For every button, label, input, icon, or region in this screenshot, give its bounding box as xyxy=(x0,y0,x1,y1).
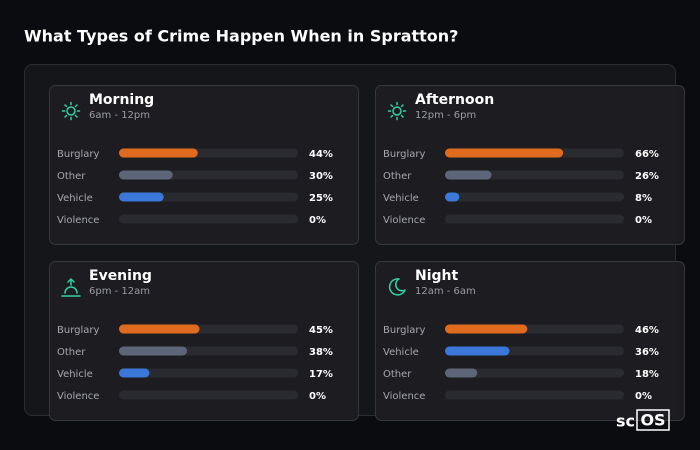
category-label: Violence xyxy=(383,391,425,402)
bar xyxy=(119,170,173,180)
icon-ray xyxy=(64,104,68,108)
value-label: 18% xyxy=(635,369,659,380)
category-label: Other xyxy=(57,347,86,358)
bar xyxy=(445,346,510,356)
bar xyxy=(119,324,200,334)
panel-bg xyxy=(375,85,685,245)
icon-sun xyxy=(392,106,402,116)
category-label: Violence xyxy=(57,391,99,402)
panel-title: Evening xyxy=(89,268,152,284)
value-label: 0% xyxy=(309,215,326,226)
value-label: 26% xyxy=(635,171,659,182)
bar xyxy=(445,192,460,202)
page-title: What Types of Crime Happen When in Sprat… xyxy=(24,27,458,46)
panel-bg xyxy=(49,85,359,245)
icon-ray xyxy=(390,114,394,118)
icon-ray xyxy=(390,104,394,108)
bar-track xyxy=(119,214,298,224)
panel-subtitle: 12am - 6am xyxy=(415,286,476,297)
value-label: 8% xyxy=(635,193,652,204)
category-label: Vehicle xyxy=(383,347,419,358)
bar-track xyxy=(445,214,624,224)
icon-ray xyxy=(400,104,404,108)
value-label: 30% xyxy=(309,171,333,182)
value-label: 45% xyxy=(309,325,333,336)
category-label: Other xyxy=(57,171,86,182)
bar xyxy=(119,148,198,158)
bar-track xyxy=(119,390,298,400)
icon-ray xyxy=(74,104,78,108)
icon-sun xyxy=(66,106,76,116)
bar-track xyxy=(445,192,624,202)
icon-ray xyxy=(400,114,404,118)
panel-subtitle: 6pm - 12am xyxy=(89,286,150,297)
bar xyxy=(119,192,164,202)
category-label: Burglary xyxy=(57,325,99,336)
panel: Evening 6pm - 12am Burglary 45% Other 38% Vehi… xyxy=(49,261,359,421)
bar xyxy=(119,346,188,356)
panel-title: Morning xyxy=(89,92,154,108)
category-label: Other xyxy=(383,369,412,380)
panel-bg xyxy=(49,261,359,421)
bar xyxy=(119,368,150,378)
category-label: Other xyxy=(383,171,412,182)
bar xyxy=(445,148,564,158)
value-label: 44% xyxy=(309,149,333,160)
panel: Night 12am - 6am Burglary 46% Vehicle 36% Othe… xyxy=(375,261,685,421)
value-label: 46% xyxy=(635,325,659,336)
category-label: Burglary xyxy=(383,149,425,160)
logo-box xyxy=(636,409,670,431)
logo: sc OS xyxy=(616,409,670,431)
value-label: 0% xyxy=(635,215,652,226)
category-label: Vehicle xyxy=(57,369,93,380)
panel-subtitle: 6am - 12pm xyxy=(89,110,150,121)
bar xyxy=(445,368,478,378)
panel-subtitle: 12pm - 6pm xyxy=(415,110,476,121)
icon-ray xyxy=(64,114,68,118)
category-label: Violence xyxy=(57,215,99,226)
bar xyxy=(445,170,492,180)
value-label: 38% xyxy=(309,347,333,358)
value-label: 0% xyxy=(635,391,652,402)
bar-track xyxy=(119,192,298,202)
bar-track xyxy=(445,390,624,400)
logo-boxed: OS xyxy=(640,411,665,430)
value-label: 36% xyxy=(635,347,659,358)
value-label: 66% xyxy=(635,149,659,160)
panel-bg xyxy=(375,261,685,421)
bar xyxy=(445,324,528,334)
bar-track xyxy=(445,368,624,378)
category-label: Violence xyxy=(383,215,425,226)
category-label: Burglary xyxy=(383,325,425,336)
category-label: Burglary xyxy=(57,149,99,160)
panel-title: Afternoon xyxy=(415,92,494,108)
panel: Morning 6am - 12pm Burglary 44% Other 30% Vehi… xyxy=(49,85,359,245)
bar-track xyxy=(119,368,298,378)
category-label: Vehicle xyxy=(57,193,93,204)
value-label: 25% xyxy=(309,193,333,204)
value-label: 17% xyxy=(309,369,333,380)
panel-title: Night xyxy=(415,268,459,284)
icon-sunrise xyxy=(61,277,81,297)
category-label: Vehicle xyxy=(383,193,419,204)
panel: Afternoon 12pm - 6pm Burglary 66% Other 26% Ve… xyxy=(375,85,685,245)
value-label: 0% xyxy=(309,391,326,402)
icon-ray xyxy=(74,114,78,118)
icon-moon xyxy=(388,278,406,296)
logo-prefix: sc xyxy=(616,412,635,431)
